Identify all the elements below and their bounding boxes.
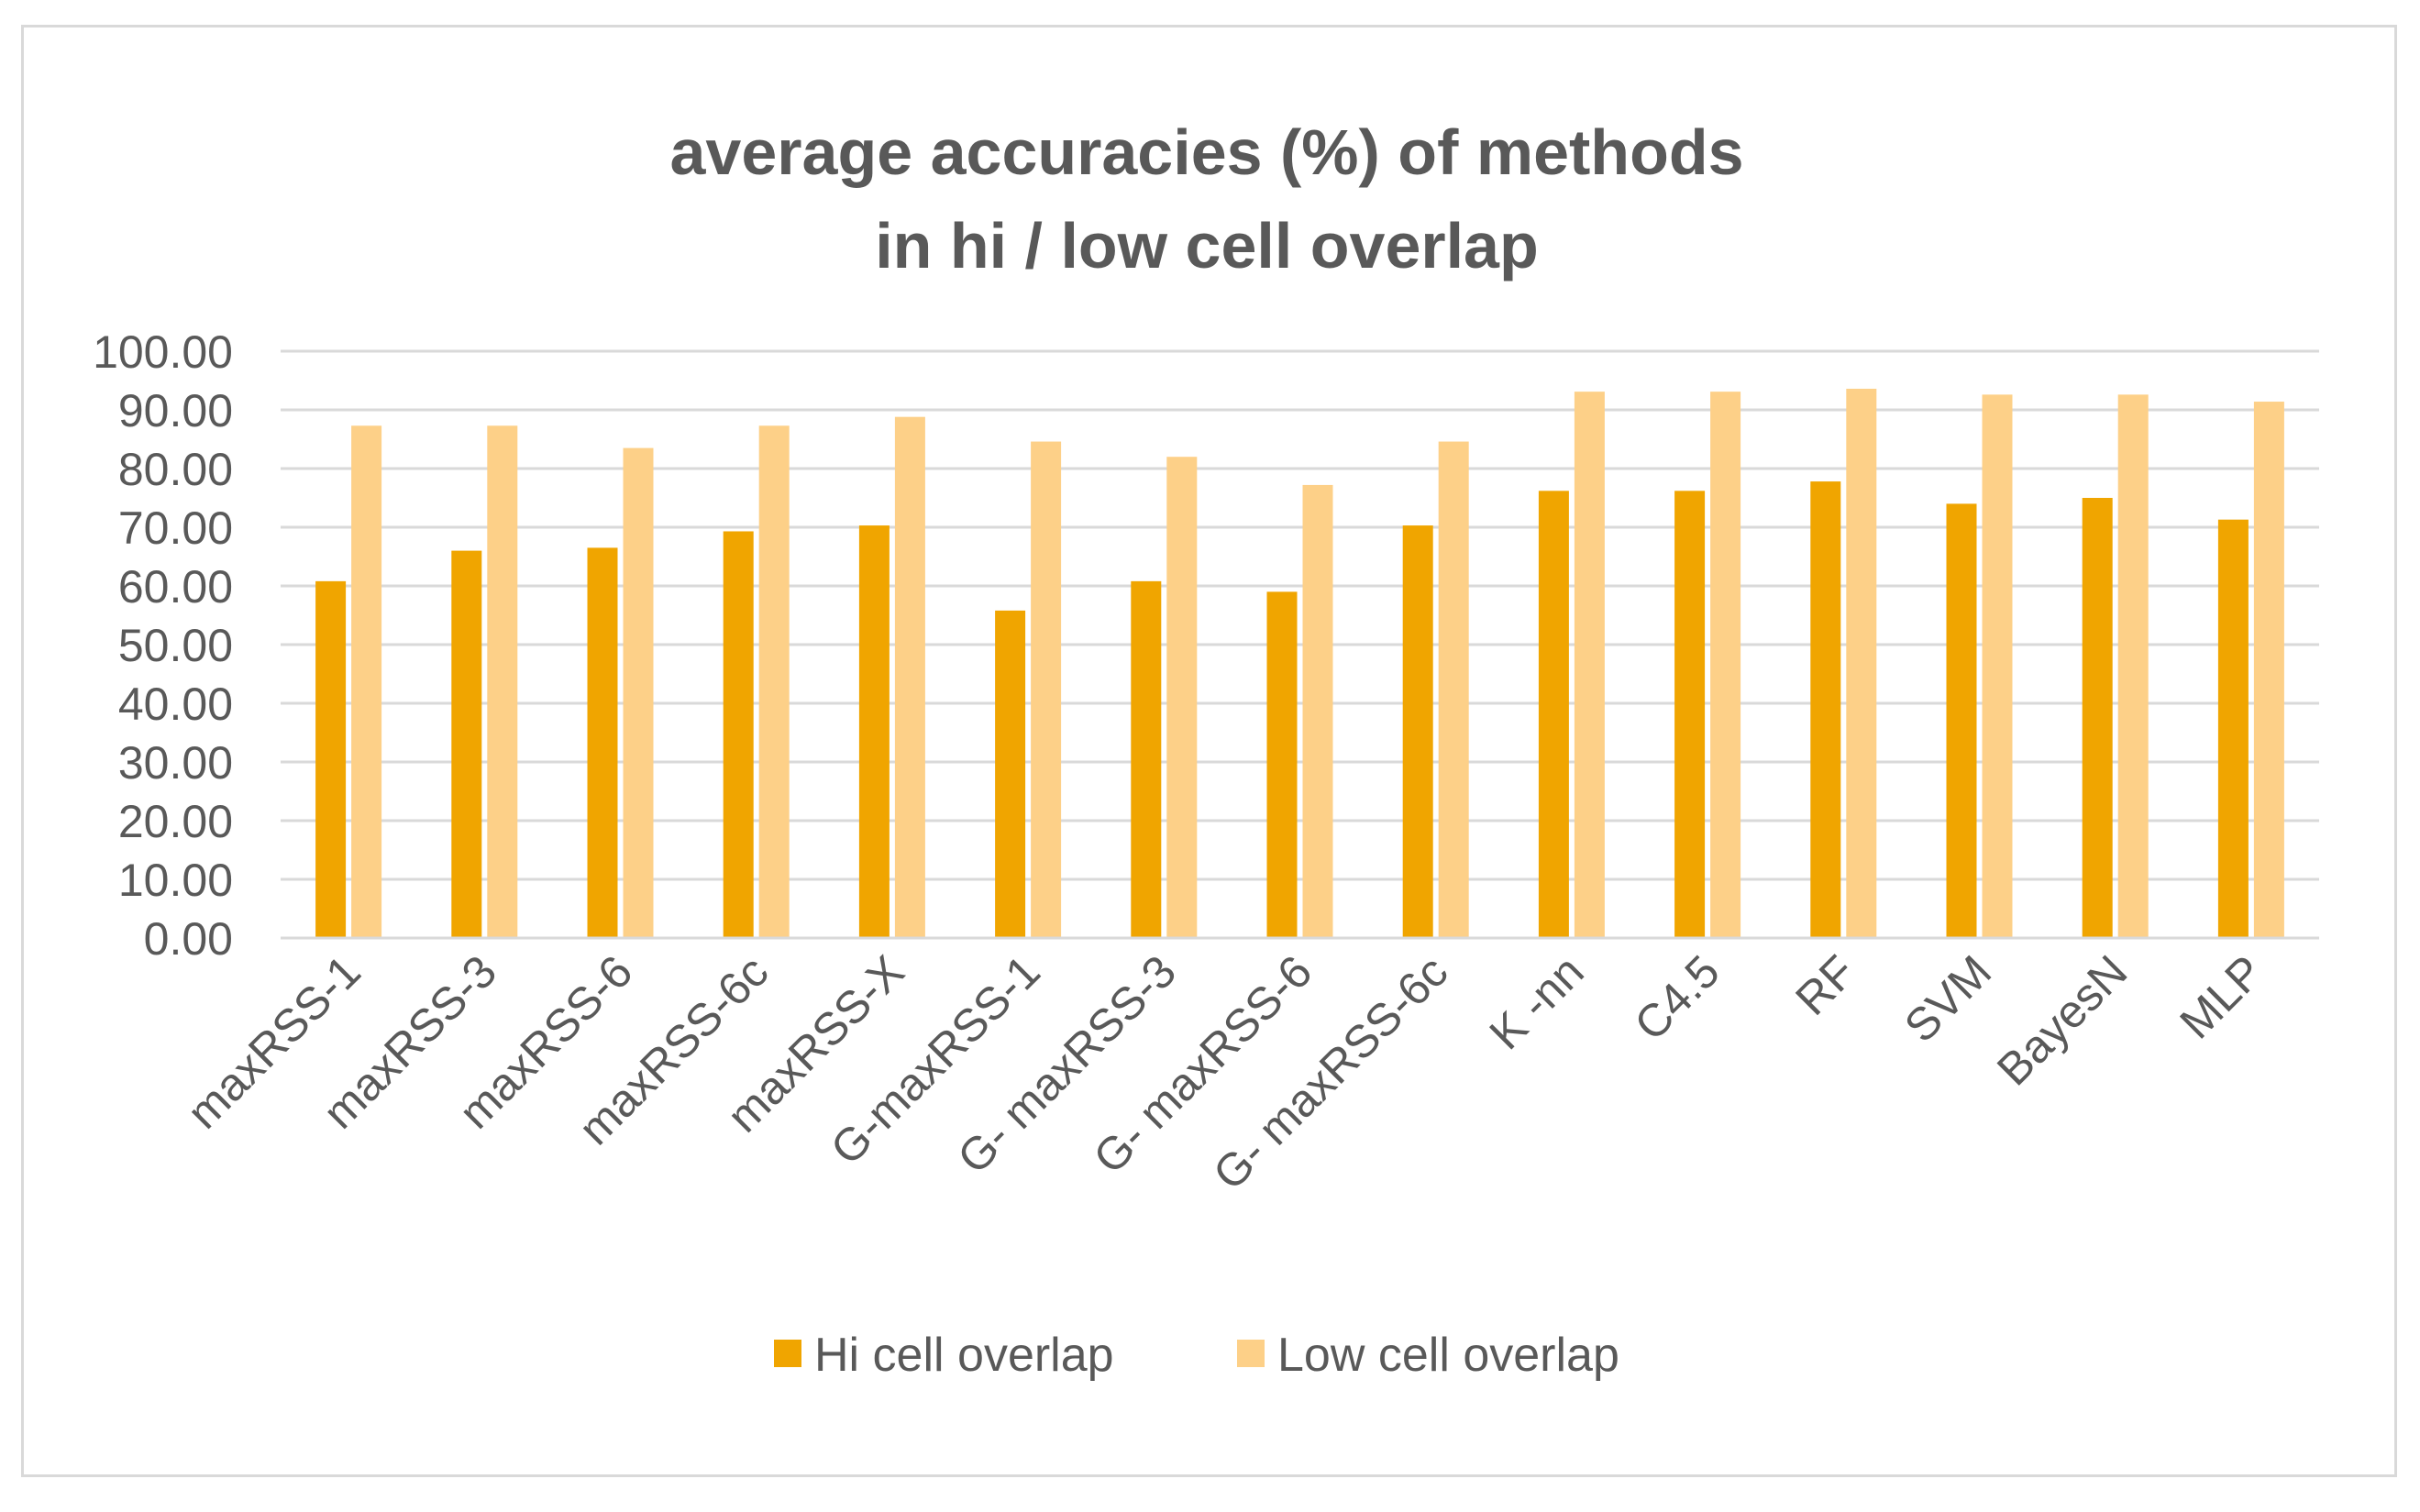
y-tick-label-3: 30.00 bbox=[118, 737, 233, 789]
x-category-label-11: RF bbox=[1785, 945, 1865, 1025]
legend-label-hi: Hi cell overlap bbox=[814, 1329, 1114, 1382]
y-tick-label-5: 50.00 bbox=[118, 620, 233, 671]
chart-svg: average accuracies (%) of methods in hi … bbox=[93, 116, 2319, 1382]
y-tick-label-1: 10.00 bbox=[118, 855, 233, 906]
y-tick-label-7: 70.00 bbox=[118, 502, 233, 554]
bar-low-11 bbox=[1846, 388, 1877, 939]
bar-low-1 bbox=[487, 425, 518, 938]
bar-hi-2 bbox=[587, 547, 618, 938]
legend-swatch-hi bbox=[774, 1340, 801, 1367]
x-category-label-12: SVM bbox=[1895, 945, 2001, 1052]
bar-hi-8 bbox=[1402, 525, 1433, 938]
bar-low-3 bbox=[758, 425, 790, 938]
gridlines bbox=[281, 349, 2319, 881]
bars bbox=[315, 388, 2284, 939]
bar-hi-5 bbox=[995, 610, 1026, 938]
bar-hi-12 bbox=[1946, 503, 1977, 938]
legend-label-low: Low cell overlap bbox=[1277, 1329, 1619, 1382]
bar-hi-1 bbox=[451, 550, 482, 938]
bar-low-14 bbox=[2253, 402, 2284, 938]
y-tick-label-4: 40.00 bbox=[118, 679, 233, 730]
bar-hi-13 bbox=[2082, 498, 2113, 938]
x-axis-category-labels: maxRSS-1maxRSS-3maxRSS-6maxRSS-6cmaxRSS-… bbox=[177, 945, 2272, 1199]
chart-title-line-2: in hi / low cell overlap bbox=[875, 210, 1539, 281]
bar-hi-0 bbox=[315, 580, 347, 938]
bar-low-5 bbox=[1031, 441, 1062, 938]
bar-hi-9 bbox=[1538, 491, 1569, 938]
bar-hi-4 bbox=[858, 525, 890, 938]
x-category-label-8: G- maxRSS-6c bbox=[1203, 945, 1457, 1199]
x-category-label-13: BayesN bbox=[1987, 945, 2137, 1095]
bar-low-9 bbox=[1574, 392, 1605, 938]
bar-hi-10 bbox=[1674, 491, 1706, 938]
bar-low-2 bbox=[623, 447, 654, 939]
x-category-label-9: K -nn bbox=[1480, 945, 1594, 1059]
y-axis-tick-labels: 0.00 10.00 20.00 30.00 40.00 50.00 60.00 70.00 8… bbox=[93, 326, 233, 965]
x-category-label-10: C4.5 bbox=[1625, 945, 1729, 1050]
y-tick-label-0: 0.00 bbox=[144, 913, 233, 965]
bar-low-6 bbox=[1166, 457, 1198, 938]
x-category-label-14: MLP bbox=[2170, 945, 2272, 1048]
y-tick-label-10: 100.00 bbox=[93, 326, 233, 378]
bar-hi-6 bbox=[1131, 580, 1162, 938]
bar-hi-7 bbox=[1266, 591, 1298, 938]
y-tick-label-2: 20.00 bbox=[118, 796, 233, 847]
bar-low-8 bbox=[1438, 441, 1469, 938]
y-tick-label-9: 90.00 bbox=[118, 385, 233, 436]
chart-title: average accuracies (%) of methods in hi … bbox=[669, 116, 1743, 281]
bar-low-12 bbox=[1982, 394, 2013, 938]
y-tick-label-8: 80.00 bbox=[118, 444, 233, 495]
bar-low-4 bbox=[894, 416, 925, 938]
bar-hi-3 bbox=[723, 531, 754, 938]
bar-hi-11 bbox=[1810, 481, 1841, 938]
legend-swatch-low bbox=[1237, 1340, 1265, 1367]
bar-low-10 bbox=[1710, 392, 1741, 938]
chart-frame: average accuracies (%) of methods in hi … bbox=[21, 25, 2397, 1477]
bar-low-13 bbox=[2117, 394, 2149, 938]
bar-hi-14 bbox=[2217, 519, 2249, 938]
bar-low-7 bbox=[1302, 484, 1333, 938]
chart-title-line-1: average accuracies (%) of methods bbox=[669, 116, 1743, 188]
bar-low-0 bbox=[351, 425, 382, 938]
legend: Hi cell overlap Low cell overlap bbox=[774, 1329, 1619, 1382]
y-tick-label-6: 60.00 bbox=[118, 561, 233, 613]
